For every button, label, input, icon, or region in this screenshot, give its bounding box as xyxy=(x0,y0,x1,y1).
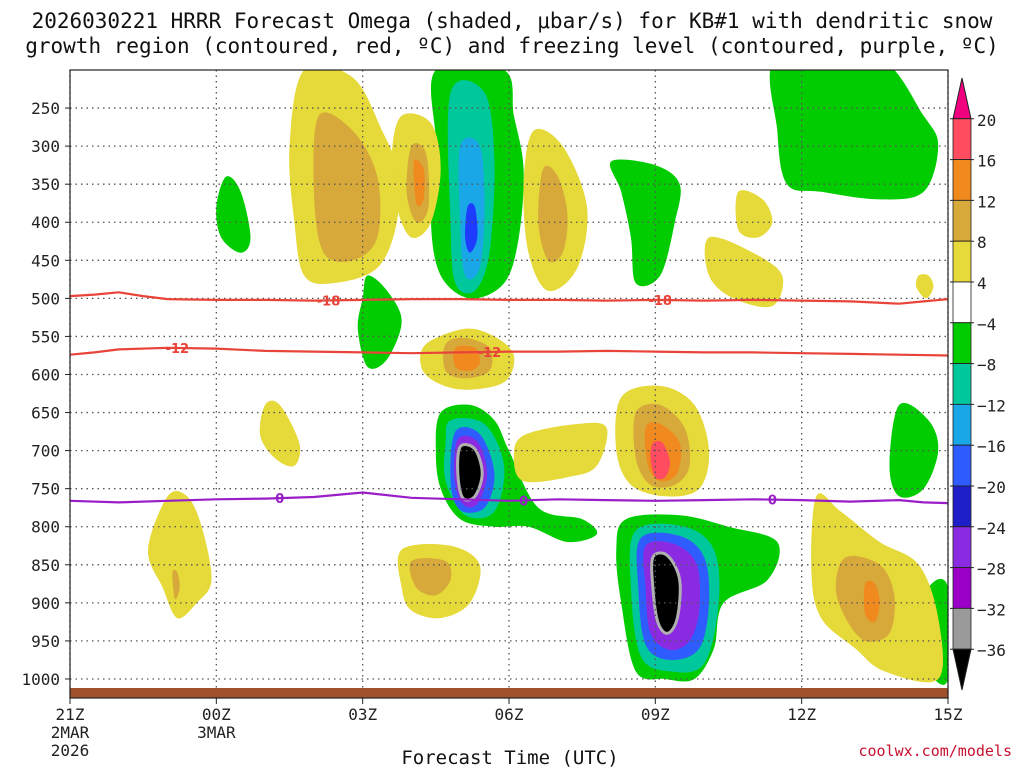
x-tick-label-6-0: 03Z xyxy=(348,705,377,724)
legend-label-4: 4 xyxy=(977,274,987,293)
legend-swatch-3 xyxy=(952,199,972,242)
legend-swatch-6 xyxy=(952,322,972,364)
isotherm-label-0-1: 0 xyxy=(519,494,528,509)
legend-label-0: 20 xyxy=(977,111,996,130)
legend-label-11: −28 xyxy=(977,560,1006,579)
omega-region-20-level-0 xyxy=(735,190,773,238)
y-tick-800: 800 xyxy=(31,518,60,537)
legend-label-10: −24 xyxy=(977,519,1006,538)
omega-region-11-level-1 xyxy=(538,165,568,263)
y-tick-700: 700 xyxy=(31,442,60,461)
legend-label-3: 8 xyxy=(977,233,987,252)
isotherm-label-0-2: 0 xyxy=(768,494,777,509)
legend-swatch-9 xyxy=(952,444,972,487)
omega-region-16-level-1 xyxy=(409,558,452,596)
omega-region-14-level-0 xyxy=(513,422,608,483)
legend-swatch-2 xyxy=(952,159,972,201)
credit-text: coolwx.com/models xyxy=(858,742,1012,760)
y-tick-350: 350 xyxy=(31,175,60,194)
y-tick-900: 900 xyxy=(31,594,60,613)
y-tick-450: 450 xyxy=(31,251,60,270)
omega-shading xyxy=(147,70,948,685)
isotherm-line--18 xyxy=(70,291,948,305)
omega-region-2-level-4 xyxy=(650,551,682,635)
omega-region-15-level-0 xyxy=(147,490,212,619)
x-tick-label-9-0: 06Z xyxy=(495,705,524,724)
x-tick-label-3-1: 3MAR xyxy=(197,723,236,742)
legend-swatch-7 xyxy=(952,363,972,405)
ground-rect xyxy=(70,688,948,698)
x-tick-label-0-1: 2MAR xyxy=(51,723,90,742)
legend-swatch-5 xyxy=(952,281,972,324)
isotherm-label-0-0: 0 xyxy=(275,492,284,507)
omega-region-7-level-0 xyxy=(889,402,939,498)
y-tick-650: 650 xyxy=(31,404,60,423)
legend-swatch-1 xyxy=(952,118,972,161)
omega-region-21-level-0 xyxy=(915,274,934,299)
x-tick-label-0-2: 2026 xyxy=(51,741,90,760)
y-tick-750: 750 xyxy=(31,480,60,499)
omega-region-17-level-2 xyxy=(863,580,880,623)
legend-swatch-12 xyxy=(952,567,972,609)
legend-label-2: 12 xyxy=(977,192,996,211)
legend-label-5: −4 xyxy=(977,315,996,334)
y-tick-950: 950 xyxy=(31,632,60,651)
isotherm-line-0 xyxy=(70,491,948,505)
ground-bar xyxy=(70,688,948,698)
x-tick-label-3-0: 00Z xyxy=(202,705,231,724)
gridlines xyxy=(69,70,949,698)
legend-label-12: −32 xyxy=(977,600,1006,619)
legend-swatch-11 xyxy=(952,526,972,568)
legend-swatch-13 xyxy=(952,608,972,650)
legend-swatch-top xyxy=(952,77,972,120)
omega-region-5-level-0 xyxy=(216,176,251,253)
legend-swatch-4 xyxy=(952,240,972,283)
chart-title: 2026030221 HRRR Forecast Omega (shaded, … xyxy=(25,9,999,58)
isotherm-contours: -18 -18 -12 -12 0 0 0 xyxy=(70,291,948,509)
omega-region-15-level-1 xyxy=(172,569,180,600)
legend-swatch-bottom xyxy=(952,648,972,691)
title-line-2: growth region (contoured, red, ºC) and f… xyxy=(25,34,999,58)
isotherm-line--12 xyxy=(70,346,948,357)
y-tick-250: 250 xyxy=(31,99,60,118)
y-tick-400: 400 xyxy=(31,213,60,232)
y-tick-850: 850 xyxy=(31,556,60,575)
x-axis-label: Forecast Time (UTC) xyxy=(401,747,618,768)
y-axis-ticks: 250 300 350 400 450 500 550 600 650 700 750 800 850 9… xyxy=(21,99,70,689)
legend-swatch-10 xyxy=(952,485,972,528)
legend-label-1: 16 xyxy=(977,152,996,171)
omega-region-6-level-0 xyxy=(357,275,402,369)
legend-label-9: −20 xyxy=(977,478,1006,497)
x-tick-label-18-0: 15Z xyxy=(934,705,963,724)
omega-region-10-level-2 xyxy=(413,159,425,207)
y-tick-1000: 1000 xyxy=(21,670,60,689)
omega-region-1-level-4 xyxy=(456,443,484,502)
isotherm-label--12-0: -12 xyxy=(166,342,190,357)
legend-swatch-8 xyxy=(952,403,972,446)
isotherm-label--18-0: -18 xyxy=(317,294,341,309)
omega-region-19-level-0 xyxy=(704,236,784,308)
x-tick-label-15-0: 12Z xyxy=(787,705,816,724)
legend-label-13: −36 xyxy=(977,641,1006,660)
title-line-1: 2026030221 HRRR Forecast Omega (shaded, … xyxy=(32,9,993,33)
x-tick-label-12-0: 09Z xyxy=(641,705,670,724)
y-tick-500: 500 xyxy=(31,289,60,308)
isotherm-label--12-1: -12 xyxy=(478,346,502,361)
legend-label-6: −8 xyxy=(977,356,996,375)
omega-region-0-level-3 xyxy=(465,203,478,253)
x-tick-label-0-0: 21Z xyxy=(56,705,85,724)
legend-label-8: −16 xyxy=(977,437,1006,456)
y-tick-300: 300 xyxy=(31,137,60,156)
omega-region-18-level-0 xyxy=(259,400,301,467)
omega-region-3-level-0 xyxy=(769,70,939,200)
legend-label-7: −12 xyxy=(977,396,1006,415)
isotherm-label--18-1: -18 xyxy=(648,294,672,309)
y-tick-600: 600 xyxy=(31,365,60,384)
y-tick-550: 550 xyxy=(31,327,60,346)
colorbar-legend: 20 16 12 8 4 −4 −8 −12 −16 −20 −24 −28 −32 −36 xyxy=(950,77,1006,691)
omega-region-4-level-0 xyxy=(609,159,681,287)
omega-region-9-level-1 xyxy=(313,112,381,262)
